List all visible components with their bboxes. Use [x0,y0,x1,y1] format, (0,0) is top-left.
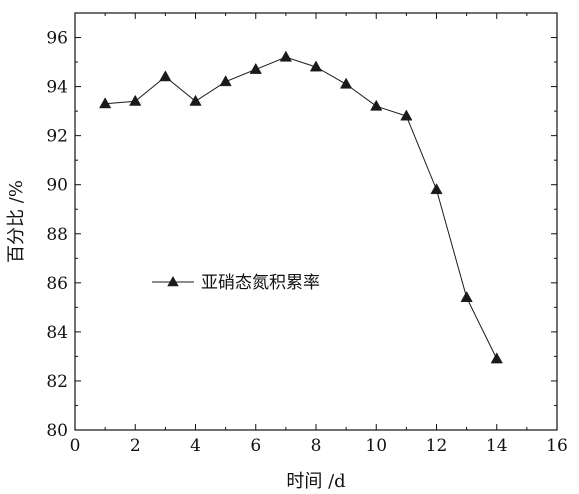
data-point-marker [219,75,232,87]
y-tick-label: 84 [46,323,68,343]
x-tick-label: 10 [365,436,387,456]
data-point-marker [370,99,383,111]
x-tick-label: 0 [70,436,81,456]
axis-tick-labels: 0 2 4 6 8 10 12 14 16 80 82 84 86 88 90 92 94 96 [46,29,567,456]
data-point-marker [490,352,503,364]
series-lines [105,56,498,360]
legend-label: 亚硝态氮积累率 [201,273,320,293]
y-tick-label: 96 [46,29,68,49]
x-tick-label: 12 [426,436,448,456]
y-axis-label: 百分比 /% [6,180,27,263]
y-tick-label: 92 [46,127,68,147]
x-tick-label: 6 [250,436,261,456]
x-tick-label: 4 [190,436,201,456]
x-tick-label: 14 [486,436,508,456]
data-point-marker [309,60,323,72]
x-axis-label: 时间 /d [286,471,345,492]
data-point-marker [249,62,262,74]
legend: 亚硝态氮积累率 [152,273,320,293]
y-tick-label: 86 [46,274,68,294]
series-markers [98,50,503,364]
plot-frame [74,12,558,431]
data-point-marker [129,94,142,106]
y-tick-label: 82 [46,372,68,392]
data-point-marker [98,97,112,109]
x-tick-label: 16 [546,436,568,456]
data-point-marker [189,94,202,106]
y-tick-label: 80 [46,421,68,441]
y-tick-label: 90 [46,176,68,196]
y-tick-label: 94 [46,78,68,98]
data-point-marker [339,77,353,89]
x-tick-label: 8 [311,436,322,456]
legend-marker [167,276,179,287]
data-point-marker [400,109,413,121]
axis-ticks [74,13,558,431]
series-line [105,56,498,360]
data-point-marker [279,50,293,62]
data-point-marker [430,183,443,195]
plot-border [74,12,558,431]
y-tick-label: 88 [46,225,68,245]
x-tick-label: 2 [130,436,141,456]
data-point-marker [159,70,172,82]
data-point-marker [460,291,473,302]
